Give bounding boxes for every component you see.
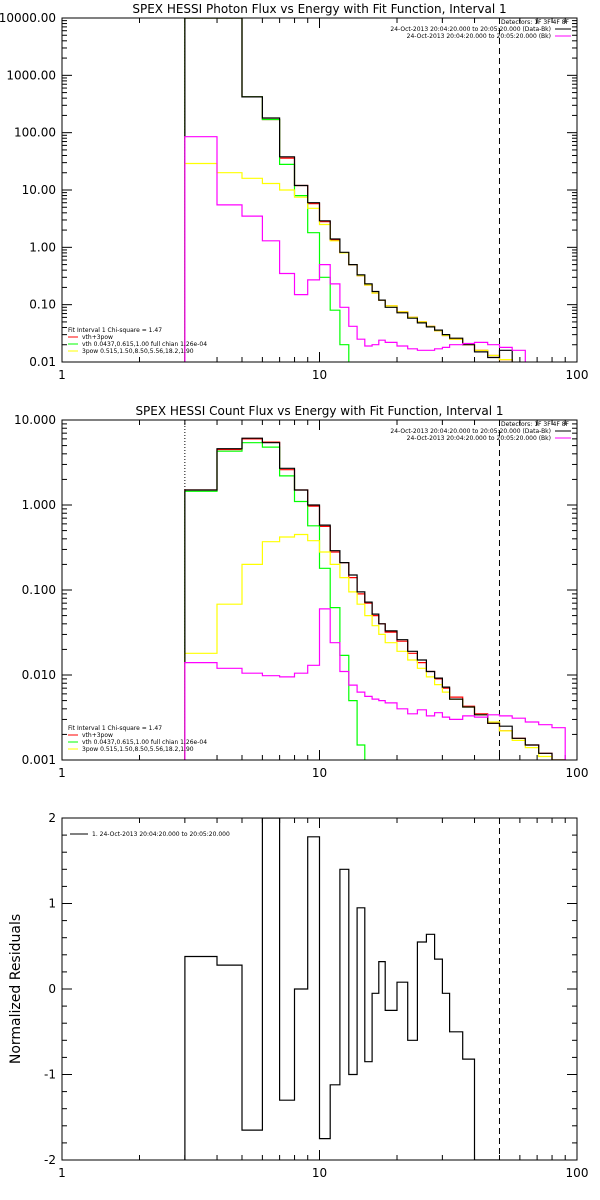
series-line-2	[184, 442, 366, 760]
x-tick-label: 10	[312, 766, 327, 780]
y-tick-label: -1	[44, 1068, 56, 1082]
chart-title: SPEX HESSI Photon Flux vs Energy with Fi…	[132, 2, 506, 16]
y-tick-label: 0	[48, 982, 56, 996]
x-tick-label: 100	[566, 1166, 589, 1180]
y-tick-label: 0.10	[29, 298, 56, 312]
y-tick-label: 1	[48, 897, 56, 911]
fit-info-label: 3pow 0.515,1.50,8.50,5.56,18.2,1.90	[82, 746, 194, 753]
legend-entry-label: 24-Oct-2013 20:04:20.000 to 20:05:20.000…	[390, 26, 551, 33]
y-tick-label: 0.001	[22, 753, 56, 767]
chart-panel-1: SPEX HESSI Photon Flux vs Energy with Fi…	[0, 2, 588, 382]
x-tick-label: 10	[312, 1166, 327, 1180]
series-line-4	[184, 437, 566, 760]
y-tick-label: 1.000	[22, 498, 56, 512]
legend-entry-label: 24-Oct-2013 20:04:20.000 to 20:05:20.000…	[390, 428, 551, 435]
series-line-5	[184, 608, 566, 760]
y-tick-label: 0.01	[29, 355, 56, 369]
series-line-5	[184, 136, 526, 362]
plot-frame	[61, 419, 578, 761]
legend-entry-label: 24-Oct-2013 20:04:20.000 to 20:05:20.000…	[407, 33, 551, 40]
legend-entry-label: 1. 24-Oct-2013 20:04:20.000 to 20:05:20.…	[92, 831, 230, 838]
x-tick-label: 10	[312, 368, 327, 382]
series-group	[184, 18, 526, 362]
fit-info-label: vth 0.0437,0.615,1.00 full chian 1.26e-0…	[82, 739, 207, 746]
plot-frame	[61, 817, 578, 1161]
y-tick-label: 10000.00	[0, 11, 56, 25]
y-tick-label: 0.010	[22, 668, 56, 682]
fit-info-header: Fit Interval 1 Chi-square = 1.47	[68, 327, 162, 334]
series-group	[184, 437, 566, 760]
legend-header: Detectors: 1F 3F 4F 8F	[501, 19, 570, 26]
fit-info-header: Fit Interval 1 Chi-square = 1.47	[68, 725, 162, 732]
x-tick-label: 100	[566, 766, 589, 780]
chart-panel-2: SPEX HESSI Count Flux vs Energy with Fit…	[14, 404, 588, 780]
fit-info-label: 3pow 0.515,1.50,8.50,5.56,18.2,1.90	[82, 348, 194, 355]
y-tick-label: 1000.00	[6, 68, 56, 82]
fit-info-label: vth+3pow	[82, 334, 113, 341]
legend-entry-label: 24-Oct-2013 20:04:20.000 to 20:05:20.000…	[407, 435, 551, 442]
y-tick-label: -2	[44, 1153, 56, 1167]
y-axis-label: Normalized Residuals	[8, 914, 24, 1064]
chart-panel-3: Normalized Residuals 1 10 100 -2 -1 0 1 2 1. 24-O…	[8, 811, 588, 1180]
y-tick-label: 10.000	[14, 413, 56, 427]
fit-info-label: vth 0.0437,0.615,1.00 full chian 1.26e-0…	[82, 341, 207, 348]
y-tick-label: 0.100	[22, 583, 56, 597]
series-line-2	[184, 18, 350, 362]
fit-info-label: vth+3pow	[82, 732, 113, 739]
y-tick-label: 10.00	[22, 183, 56, 197]
x-tick-label: 100	[566, 368, 589, 382]
series-line-1	[184, 818, 501, 1160]
chart-title: SPEX HESSI Count Flux vs Energy with Fit…	[135, 404, 503, 418]
x-tick-label: 1	[58, 1166, 66, 1180]
plot-frame	[61, 17, 578, 363]
x-tick-label: 1	[58, 766, 66, 780]
legend-header: Detectors: 1F 3F 4F 8F	[501, 421, 570, 428]
y-tick-label: 2	[48, 811, 56, 825]
x-tick-label: 1	[58, 368, 66, 382]
y-tick-label: 1.00	[29, 240, 56, 254]
y-tick-label: 100.00	[14, 126, 56, 140]
series-group	[184, 818, 501, 1160]
